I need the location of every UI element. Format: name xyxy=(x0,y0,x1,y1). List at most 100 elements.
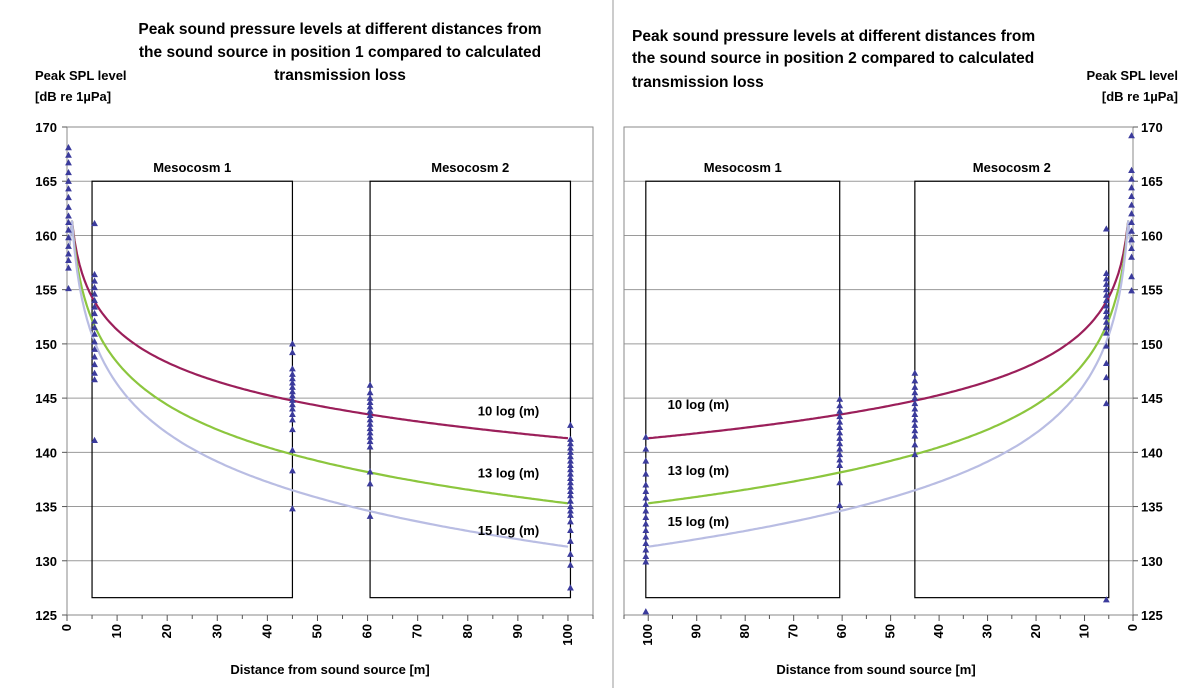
measurement-marker xyxy=(91,338,98,345)
measurement-marker xyxy=(1128,210,1135,217)
series-line-13-log xyxy=(68,220,569,505)
measurement-marker xyxy=(91,376,98,383)
measurement-marker xyxy=(567,487,574,494)
measurement-marker xyxy=(91,309,98,317)
measurement-marker xyxy=(567,483,574,490)
measurement-marker xyxy=(836,445,844,452)
x-tick-label: 90 xyxy=(689,624,704,638)
curve-annotation: 10 log (m) xyxy=(478,403,539,418)
measurement-marker xyxy=(289,396,296,403)
curve-annotation: 15 log (m) xyxy=(668,514,729,529)
measurement-marker xyxy=(911,394,919,401)
measurement-marker xyxy=(91,317,98,324)
measurement-marker xyxy=(65,185,72,192)
measurement-marker xyxy=(642,533,650,540)
measurement-marker xyxy=(642,546,650,553)
measurement-marker xyxy=(65,284,72,292)
measurement-marker xyxy=(836,423,844,430)
y-tick-label: 150 xyxy=(1141,337,1163,352)
measurement-marker xyxy=(1102,596,1110,603)
y-tick-label: 155 xyxy=(1141,283,1163,298)
measurement-marker xyxy=(91,324,98,331)
measurement-marker xyxy=(1102,318,1110,325)
measurement-marker xyxy=(366,433,374,440)
measurement-marker xyxy=(567,492,574,499)
x-tick-label: 100 xyxy=(560,624,575,646)
measurement-marker xyxy=(1102,302,1110,309)
measurement-marker xyxy=(836,412,844,420)
mesocosm-label: Mesocosm 1 xyxy=(704,160,782,175)
measurement-marker xyxy=(911,410,919,417)
measurement-marker xyxy=(366,512,374,519)
measurement-marker xyxy=(567,518,574,525)
x-tick-label: 60 xyxy=(360,624,375,638)
measurement-marker xyxy=(836,402,844,409)
measurement-marker xyxy=(289,505,296,512)
measurement-marker xyxy=(1128,253,1135,260)
measurement-marker xyxy=(642,433,650,440)
measurement-marker xyxy=(366,416,374,423)
measurement-marker xyxy=(91,303,98,310)
measurement-marker xyxy=(567,466,574,473)
y-tick-label: 125 xyxy=(35,608,57,623)
measurement-marker xyxy=(366,403,374,410)
measurement-marker xyxy=(836,407,844,414)
measurement-marker xyxy=(366,429,374,436)
measurement-marker xyxy=(289,388,296,395)
y-tick-label: 155 xyxy=(35,283,57,298)
measurement-marker xyxy=(567,550,574,557)
x-tick-label: 40 xyxy=(931,624,946,638)
chart-title-line: the sound source in position 1 compared … xyxy=(139,44,541,61)
measurement-marker xyxy=(289,379,296,386)
measurement-marker xyxy=(91,219,98,227)
measurement-marker xyxy=(836,450,844,458)
measurement-marker xyxy=(366,443,374,450)
measurement-marker xyxy=(65,144,72,151)
measurement-marker xyxy=(289,392,296,399)
measurement-marker xyxy=(366,424,374,432)
measurement-marker xyxy=(65,234,72,241)
measurement-marker xyxy=(836,440,844,447)
measurement-marker xyxy=(289,340,296,347)
measurement-marker xyxy=(836,429,844,436)
measurement-marker xyxy=(911,432,919,439)
y-tick-label: 130 xyxy=(35,554,57,569)
x-tick-label: 20 xyxy=(159,624,174,638)
y-tick-label: 160 xyxy=(1141,228,1163,243)
measurement-marker xyxy=(567,457,574,464)
measurement-marker xyxy=(91,330,98,337)
measurement-marker xyxy=(642,487,650,494)
x-tick-label: 100 xyxy=(640,624,655,646)
measurement-marker xyxy=(1128,236,1135,243)
measurement-marker xyxy=(642,500,650,507)
mesocosm-label: Mesocosm 1 xyxy=(153,160,231,175)
x-tick-label: 50 xyxy=(883,624,898,638)
measurement-marker xyxy=(289,467,296,474)
x-tick-label: 30 xyxy=(209,624,224,638)
measurement-marker xyxy=(289,383,296,390)
y-tick-label: 160 xyxy=(35,228,57,243)
measurement-marker xyxy=(567,502,574,510)
y-tick-label: 135 xyxy=(35,500,57,515)
y-axis-label-line: Peak SPL level xyxy=(1086,68,1178,83)
y-tick-label: 140 xyxy=(35,445,57,460)
x-tick-label: 20 xyxy=(1028,624,1043,638)
measurement-marker xyxy=(1102,307,1110,314)
measurement-marker xyxy=(366,381,374,388)
chart-title-line: transmission loss xyxy=(274,67,406,84)
measurement-marker xyxy=(642,481,650,488)
chart-title-line: Peak sound pressure levels at different … xyxy=(632,28,1035,45)
measurement-marker xyxy=(366,389,374,396)
measurement-marker xyxy=(1102,313,1110,320)
y-tick-label: 165 xyxy=(35,174,57,189)
measurement-marker xyxy=(65,218,72,226)
chart-title-line: transmission loss xyxy=(632,74,764,91)
measurement-marker xyxy=(65,226,72,233)
y-tick-label: 125 xyxy=(1141,608,1163,623)
measurement-marker xyxy=(91,353,98,360)
measurement-marker xyxy=(1102,329,1110,336)
measurement-marker xyxy=(289,374,296,382)
y-axis-label-line: [dB re 1µPa] xyxy=(1102,89,1178,104)
measurement-marker xyxy=(1102,275,1110,282)
measurement-marker xyxy=(911,389,919,396)
